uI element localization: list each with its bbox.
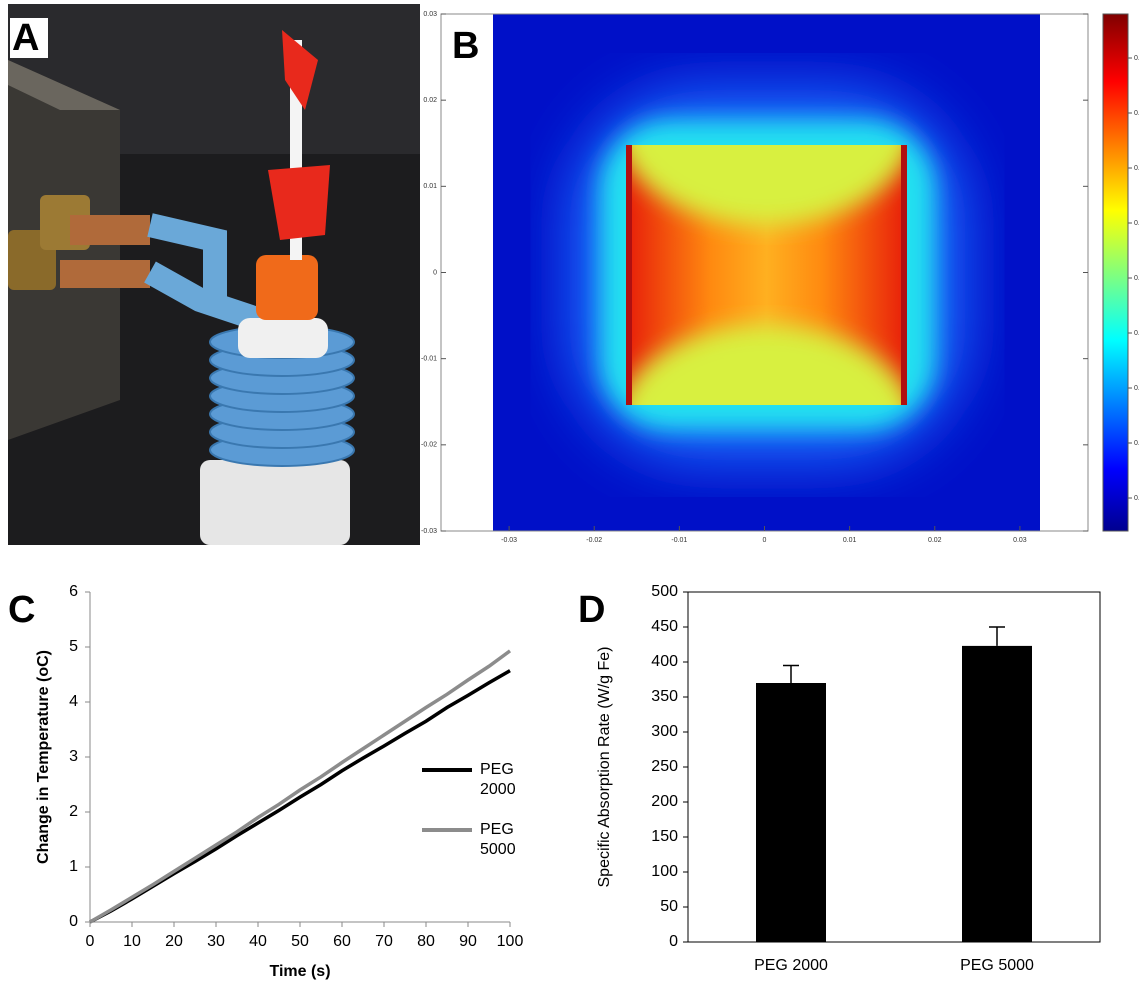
colorbar-label: 0.9: [1134, 55, 1139, 62]
panel-label: A: [12, 17, 39, 59]
y-tick-label: 0.02: [423, 97, 437, 104]
y-tick-label: 0: [69, 913, 78, 930]
colorbar-label: 0.7: [1134, 165, 1139, 172]
x-tick-label: PEG 5000: [960, 957, 1034, 974]
legend-label: PEG 5000: [480, 820, 526, 860]
y-tick-label: 0: [433, 269, 437, 276]
x-tick-label: 80: [417, 933, 435, 950]
colorbar-label: 0.1: [1134, 495, 1139, 502]
plot-frame: [688, 592, 1100, 942]
error-bar: [989, 627, 1005, 646]
legend-label: PEG 2000: [480, 760, 526, 800]
y-tick-label: -0.01: [421, 356, 437, 363]
x-tick-label: 50: [291, 933, 309, 950]
x-tick-label: 0.01: [843, 537, 857, 544]
colorbar-label: 0.2: [1134, 440, 1139, 447]
line-series: [90, 651, 510, 922]
x-tick-label: 70: [375, 933, 393, 950]
y-tick-label: 300: [651, 723, 678, 740]
y-tick-label: 50: [660, 898, 678, 915]
y-tick-label: 150: [651, 828, 678, 845]
x-tick-label: -0.01: [671, 537, 687, 544]
y-tick-label: 5: [69, 638, 78, 655]
panel-label: C: [8, 589, 35, 631]
x-tick-label: 10: [123, 933, 141, 950]
heatmap-field: [493, 14, 1040, 531]
y-tick-label: -0.02: [421, 442, 437, 449]
colorbar-label: 0.4: [1134, 330, 1139, 337]
photo: [8, 4, 420, 545]
y-tick-label: 500: [651, 583, 678, 600]
y-tick-label: 3: [69, 748, 78, 765]
x-tick-label: -0.02: [586, 537, 602, 544]
x-tick-label: 60: [333, 933, 351, 950]
x-tick-label: 0.03: [1013, 537, 1027, 544]
y-tick-label: 250: [651, 758, 678, 775]
panel-label: D: [578, 589, 605, 631]
figure: A -0.03 -0.02 -0.01 0 0.01 0.02 0.03 -0.03 -0.02 -…: [0, 0, 1139, 984]
x-axis-title: Time (s): [269, 963, 330, 980]
colorbar-label: 0.5: [1134, 275, 1139, 282]
y-tick-label: 400: [651, 653, 678, 670]
y-axis-title: Change in Temperature (oC): [35, 650, 52, 864]
y-tick-label: 6: [69, 583, 78, 600]
y-tick-label: 100: [651, 863, 678, 880]
panel-label: B: [452, 25, 479, 67]
x-tick-label: 100: [497, 933, 524, 950]
y-tick-label: 350: [651, 688, 678, 705]
x-tick-label: 90: [459, 933, 477, 950]
x-tick-label: 0.02: [928, 537, 942, 544]
x-tick-label: PEG 2000: [754, 957, 828, 974]
y-tick-label: 200: [651, 793, 678, 810]
y-tick-label: 1: [69, 858, 78, 875]
y-tick-label: 4: [69, 693, 78, 710]
x-tick-label: -0.03: [501, 537, 517, 544]
y-tick-label: 0.01: [423, 183, 437, 190]
colorbar: [1103, 14, 1128, 531]
y-tick-label: 2: [69, 803, 78, 820]
x-tick-label: 20: [165, 933, 183, 950]
bar: [962, 646, 1032, 942]
colorbar-label: 0.3: [1134, 385, 1139, 392]
y-tick-label: 450: [651, 618, 678, 635]
x-tick-label: 40: [249, 933, 267, 950]
x-tick-label: 0: [763, 537, 767, 544]
y-axis-title: Specific Absorption Rate (W/g Fe): [596, 647, 613, 888]
chart: A -0.03 -0.02 -0.01 0 0.01 0.02 0.03 -0.03 -0.02 -…: [0, 0, 1139, 984]
colorbar-label: 0.6: [1134, 220, 1139, 227]
error-bar: [783, 666, 799, 684]
y-tick-label: 0: [669, 933, 678, 950]
colorbar-label: 0.8: [1134, 110, 1139, 117]
bar: [756, 683, 826, 942]
x-tick-label: 0: [86, 933, 95, 950]
x-tick-label: 30: [207, 933, 225, 950]
y-tick-label: 0.03: [423, 11, 437, 18]
y-tick-label: -0.03: [421, 528, 437, 535]
